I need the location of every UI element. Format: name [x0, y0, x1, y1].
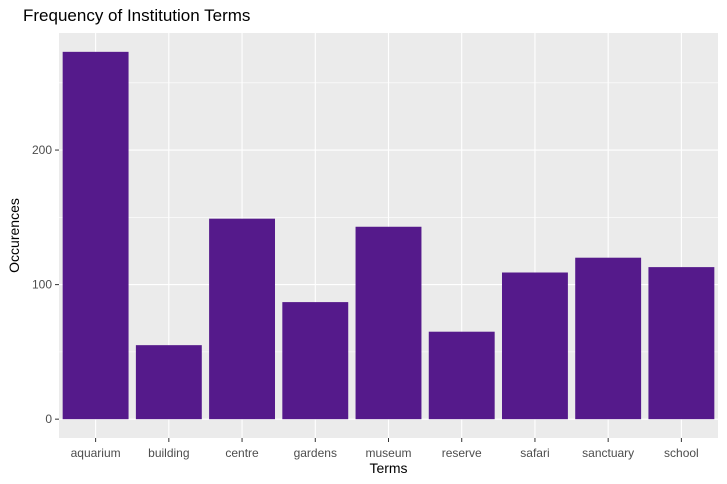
y-axis: 0 100 200: [32, 143, 59, 426]
x-tick-label: reserve: [442, 446, 482, 460]
bar-aquarium: [62, 51, 129, 420]
y-tick-label: 100: [32, 278, 52, 292]
bar-centre: [209, 218, 276, 420]
x-tick-label: gardens: [294, 446, 337, 460]
chart-title: Frequency of Institution Terms: [23, 6, 251, 25]
x-tick-label: museum: [365, 446, 411, 460]
bar-museum: [355, 226, 422, 420]
x-tick-label: school: [664, 446, 699, 460]
x-tick-label: centre: [225, 446, 259, 460]
bar-sanctuary: [575, 257, 642, 420]
x-tick-label: safari: [520, 446, 549, 460]
x-tick-label: building: [148, 446, 189, 460]
x-axis: aquarium building centre gardens museum reser…: [71, 438, 699, 460]
bar-school: [648, 267, 715, 420]
x-axis-title: Terms: [369, 460, 407, 476]
x-tick-label: sanctuary: [582, 446, 634, 460]
bar-safari: [501, 272, 568, 420]
y-tick-label: 200: [32, 143, 52, 157]
bar-reserve: [428, 331, 495, 420]
bars: [62, 51, 715, 420]
bar-gardens: [282, 302, 349, 420]
y-axis-title: Occurences: [6, 198, 22, 273]
y-tick-label: 0: [45, 412, 52, 426]
x-tick-label: aquarium: [71, 446, 121, 460]
bar-building: [135, 345, 202, 420]
